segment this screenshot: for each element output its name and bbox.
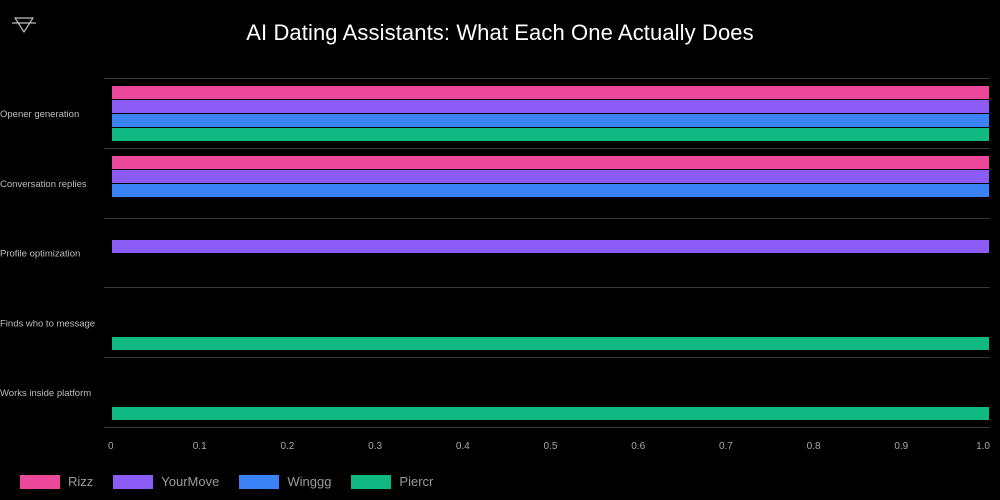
legend-label: Winggg bbox=[287, 474, 332, 489]
bar-piercr-4 bbox=[112, 407, 989, 420]
legend-swatch bbox=[113, 474, 154, 489]
bar-yourmove-2 bbox=[112, 240, 989, 253]
legend-label: Rizz bbox=[68, 474, 94, 489]
legend-item-piercr[interactable]: Piercr bbox=[351, 474, 433, 489]
triangle-logo-icon bbox=[10, 14, 38, 38]
legend-label: YourMove bbox=[161, 474, 220, 489]
legend-item-rizz[interactable]: Rizz bbox=[20, 474, 93, 489]
legend-swatch bbox=[239, 474, 280, 489]
category-label: Finds who to message bbox=[0, 318, 95, 329]
x-tick-label: 0.5 bbox=[544, 441, 558, 452]
category-label: Profile optimization bbox=[0, 249, 80, 260]
legend-swatch bbox=[351, 474, 392, 489]
bar-yourmove-0 bbox=[112, 100, 989, 113]
category-label: Works inside platform bbox=[0, 388, 91, 399]
legend-label: Piercr bbox=[399, 474, 434, 489]
bar-winggg-1 bbox=[112, 184, 989, 197]
bar-rizz-0 bbox=[112, 86, 989, 99]
x-tick-label: 0 bbox=[108, 441, 114, 452]
bar-piercr-0 bbox=[112, 128, 989, 141]
bar-winggg-0 bbox=[112, 114, 989, 127]
x-tick-label: 0.1 bbox=[193, 441, 207, 452]
legend-item-yourmove[interactable]: YourMove bbox=[113, 474, 219, 489]
x-tick-label: 0.8 bbox=[807, 441, 821, 452]
category-label: Conversation replies bbox=[0, 179, 87, 190]
x-tick-label: 0.4 bbox=[456, 441, 470, 452]
legend-item-winggg[interactable]: Winggg bbox=[239, 474, 331, 489]
bar-yourmove-1 bbox=[112, 170, 989, 183]
x-tick-label: 0.7 bbox=[719, 441, 733, 452]
legend: Rizz YourMove Winggg Piercr bbox=[20, 474, 453, 489]
x-tick-label: 0.6 bbox=[631, 441, 645, 452]
x-tick-label: 0.3 bbox=[368, 441, 382, 452]
category-label: Opener generation bbox=[0, 109, 79, 120]
x-tick-label: 0.2 bbox=[280, 441, 294, 452]
chart-title: AI Dating Assistants: What Each One Actu… bbox=[246, 20, 754, 45]
bar-rizz-1 bbox=[112, 156, 989, 169]
x-tick-label: 1.0 bbox=[976, 441, 990, 452]
bar-piercr-3 bbox=[112, 337, 989, 350]
legend-swatch bbox=[20, 474, 60, 489]
bar-chart: Opener generation Conversation replies Pro… bbox=[0, 78, 990, 452]
x-tick-label: 0.9 bbox=[894, 441, 908, 452]
